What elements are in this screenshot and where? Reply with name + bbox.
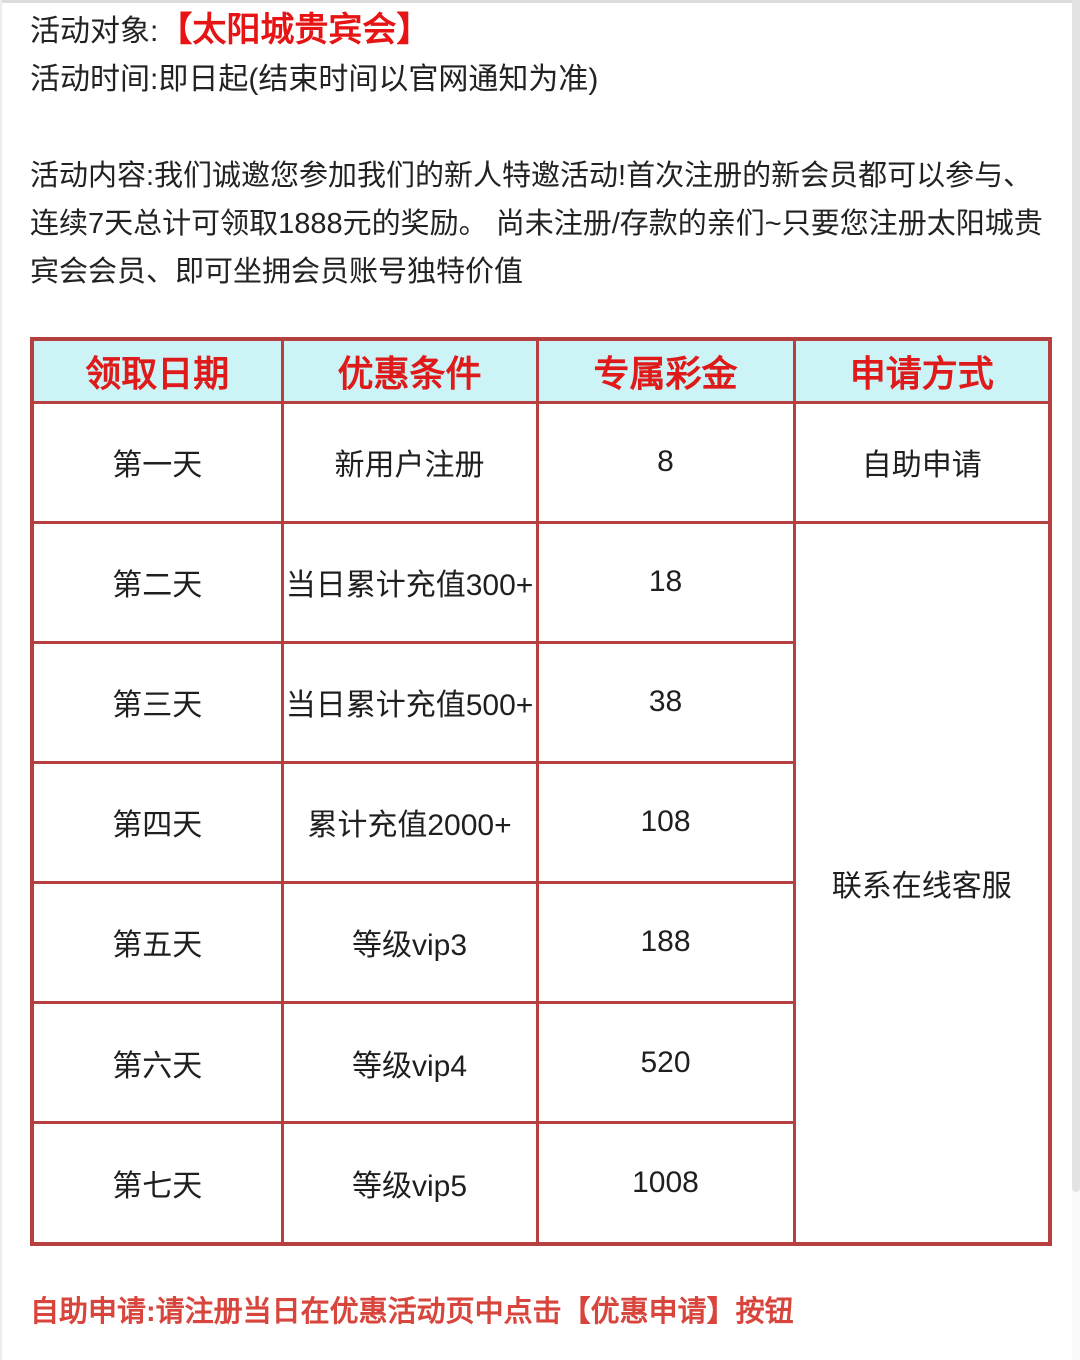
day-cell: 第七天 [30, 1121, 284, 1246]
activity-target-value: 【太阳城贵宾会】 [158, 11, 431, 49]
self-apply-note: 自助申请:请注册当日在优惠活动页中点击【优惠申请】按钮 [30, 1296, 794, 1328]
table-row: 第一天 新用户注册 8 自助申请 [30, 400, 1052, 524]
table-row: 第六天 等级vip4 520 [30, 1000, 1050, 1125]
bonus-cell: 1008 [535, 1121, 796, 1246]
activity-target-line: 活动对象:【太阳城贵宾会】 [30, 8, 430, 54]
col-header-apply-method: 申请方式 [792, 337, 1052, 404]
activity-time-line: 活动时间:即日起(结束时间以官网通知为准) [30, 63, 599, 96]
page-left-edge [0, 0, 2, 1360]
bonus-cell: 188 [535, 880, 796, 1004]
contact-support-cell: 联系在线客服 [792, 520, 1052, 1246]
col-header-claim-date: 领取日期 [30, 337, 284, 404]
day-cell: 第一天 [30, 400, 284, 524]
page-top-edge [0, 0, 1080, 3]
bonus-cell: 38 [535, 640, 796, 764]
col-header-bonus: 专属彩金 [535, 337, 796, 404]
description-line: 活动内容:我们诚邀您参加我们的新人特邀活动!首次注册的新会员都可以参与、 [30, 160, 1033, 192]
day-cell: 第五天 [30, 880, 284, 1004]
day-cell: 第六天 [30, 1000, 284, 1125]
condition-cell: 当日累计充值500+ [280, 640, 539, 764]
table-row: 第七天 等级vip5 1008 [30, 1121, 1050, 1246]
bonus-cell: 8 [535, 400, 796, 524]
description-line: 宾会会员、即可坐拥会员账号独特价值 [30, 256, 524, 288]
table-row: 第二天 当日累计充值300+ 18 联系在线客服 [30, 520, 1052, 1246]
activity-description: 活动内容:我们诚邀您参加我们的新人特邀活动!首次注册的新会员都可以参与、 连续7… [30, 152, 1060, 296]
table-header-row: 领取日期 优惠条件 专属彩金 申请方式 [30, 337, 1052, 404]
condition-cell: 当日累计充值300+ [280, 520, 539, 644]
condition-cell: 等级vip4 [280, 1000, 539, 1125]
description-line: 连续7天总计可领取1888元的奖励。 尚未注册/存款的亲们~只要您注册太阳城贵 [30, 208, 1043, 240]
method-cell: 自助申请 [792, 400, 1052, 524]
table-row: 第四天 累计充值2000+ 108 [30, 760, 1050, 884]
condition-cell: 等级vip3 [280, 880, 539, 1004]
condition-cell: 累计充值2000+ [280, 760, 539, 884]
scrollbar-track[interactable] [1072, 0, 1080, 1360]
bonus-cell: 108 [535, 760, 796, 884]
day-cell: 第三天 [30, 640, 284, 764]
table-row: 第三天 当日累计充值500+ 38 [30, 640, 1050, 764]
day-cell: 第四天 [30, 760, 284, 884]
col-header-condition: 优惠条件 [280, 337, 539, 404]
table-row: 第五天 等级vip3 188 [30, 880, 1050, 1004]
bonus-cell: 18 [535, 520, 796, 644]
condition-cell: 新用户注册 [280, 400, 539, 524]
day-cell: 第二天 [30, 520, 284, 644]
scrollbar-thumb[interactable] [1072, 0, 1080, 1192]
bonus-cell: 520 [535, 1000, 796, 1125]
promo-table: 领取日期 优惠条件 专属彩金 申请方式 第一天 新用户注册 8 自助申请 第二天… [30, 337, 1052, 1246]
condition-cell: 等级vip5 [280, 1121, 539, 1246]
activity-target-label: 活动对象: [30, 15, 159, 48]
